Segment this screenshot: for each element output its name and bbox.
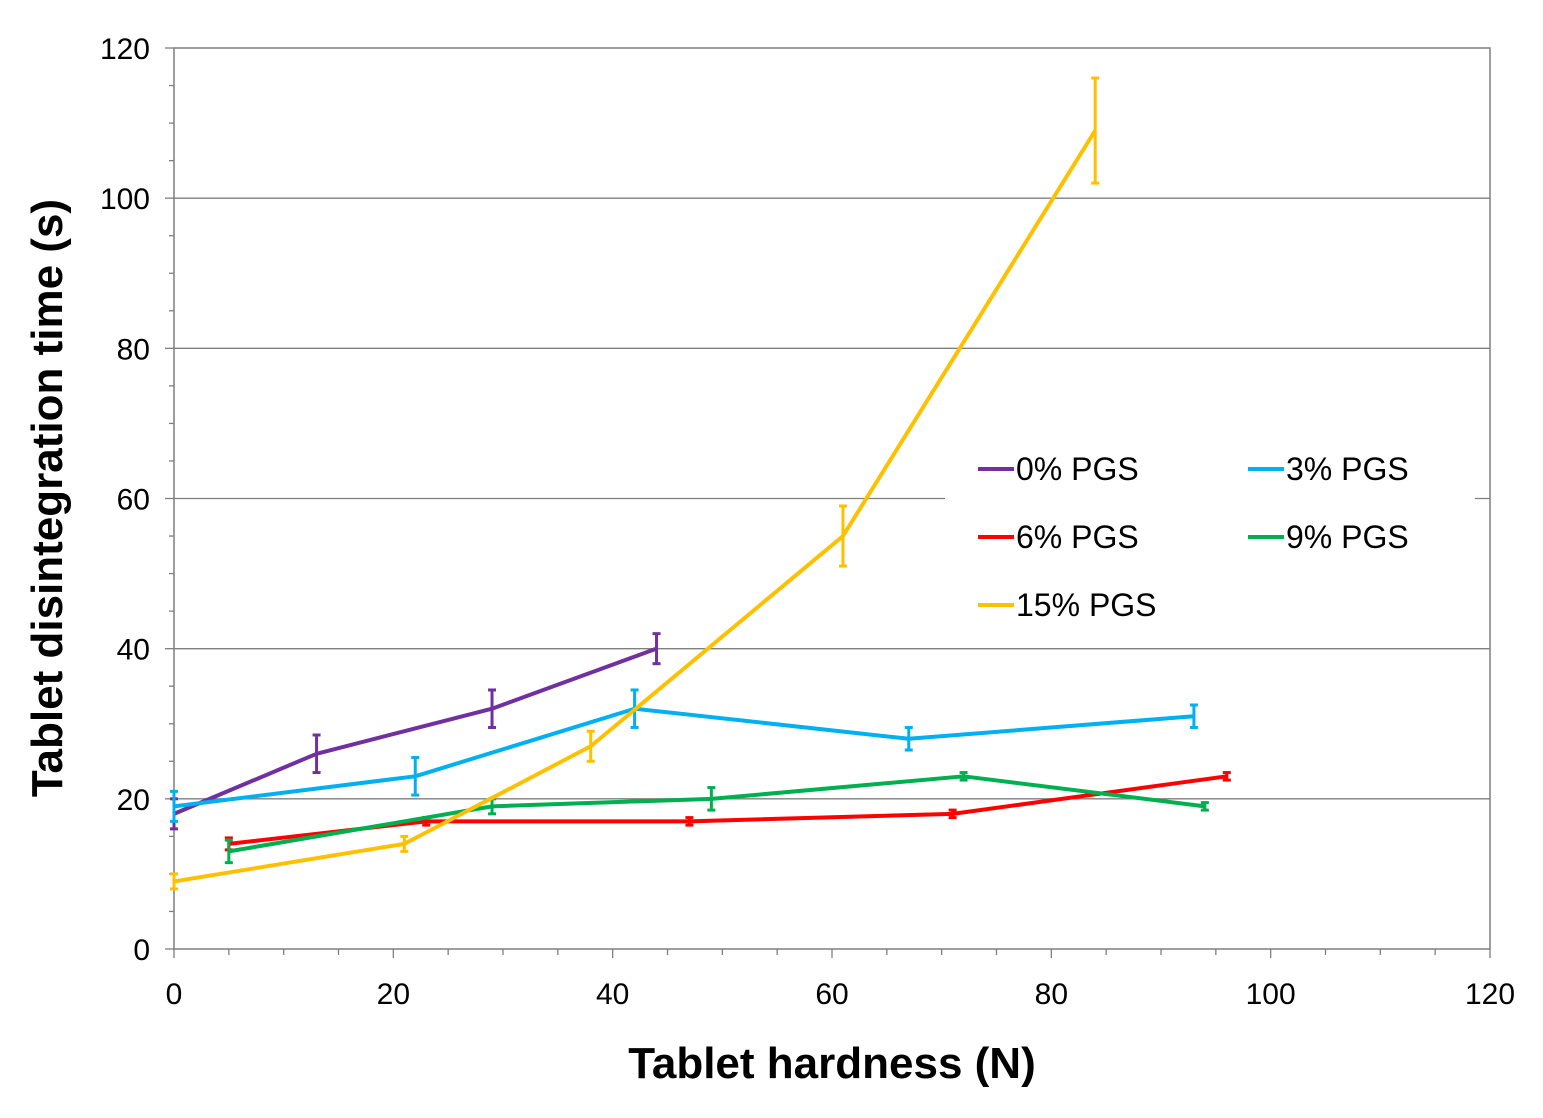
legend-label-9-pgs: 9% PGS bbox=[1286, 519, 1409, 555]
y-tick-label-0: 0 bbox=[133, 934, 150, 967]
x-tick-label-60: 60 bbox=[815, 978, 848, 1011]
y-axis-title: Tablet disintegration time (s) bbox=[23, 199, 72, 797]
x-tick-label-0: 0 bbox=[166, 978, 183, 1011]
y-tick-label-20: 20 bbox=[117, 784, 150, 817]
series-line-9-pgs bbox=[228, 774, 1206, 854]
legend-label-6-pgs: 6% PGS bbox=[1016, 519, 1139, 555]
y-tick-label-120: 120 bbox=[100, 33, 150, 66]
series-line-3-pgs bbox=[173, 706, 1195, 809]
x-tick-label-100: 100 bbox=[1246, 978, 1296, 1011]
x-tick-label-120: 120 bbox=[1465, 978, 1515, 1011]
x-tick-label-20: 20 bbox=[377, 978, 410, 1011]
x-tick-label-40: 40 bbox=[596, 978, 629, 1011]
series-line-6-pgs bbox=[228, 774, 1228, 846]
legend-background bbox=[945, 440, 1475, 636]
legend-label-0-pgs: 0% PGS bbox=[1016, 451, 1139, 487]
legend: 0% PGS 3% PGS 6% PGS 9% PGS 15% PGS bbox=[945, 440, 1475, 636]
legend-label-15-pgs: 15% PGS bbox=[1016, 587, 1157, 623]
series-line-0-pgs bbox=[173, 646, 658, 816]
series-lines bbox=[170, 76, 1231, 891]
y-tick-label-100: 100 bbox=[100, 183, 150, 216]
y-tick-label-60: 60 bbox=[117, 484, 150, 517]
axis-ticks: 0 20 40 60 80 100 120 0 20 40 60 80 100 120 bbox=[100, 33, 1515, 1011]
legend-label-3-pgs: 3% PGS bbox=[1286, 451, 1409, 487]
x-axis-title: Tablet hardness (N) bbox=[628, 1039, 1035, 1088]
y-tick-label-80: 80 bbox=[117, 333, 150, 366]
x-tick-label-80: 80 bbox=[1035, 978, 1068, 1011]
y-tick-label-40: 40 bbox=[117, 634, 150, 667]
gridlines bbox=[174, 197, 1490, 800]
